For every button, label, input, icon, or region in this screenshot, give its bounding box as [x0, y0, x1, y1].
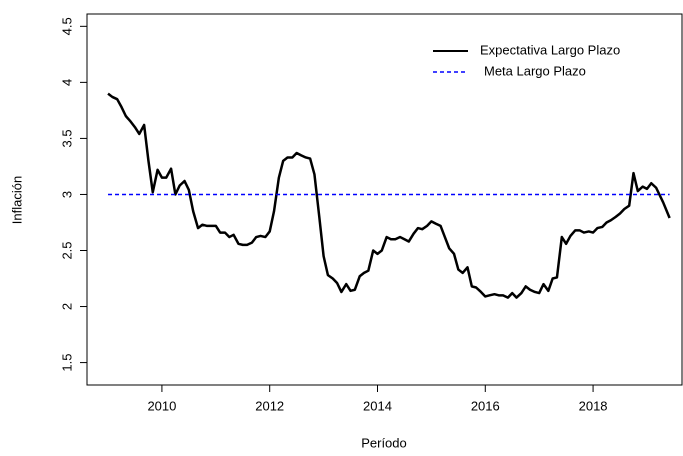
y-tick-label: 3 — [59, 191, 74, 198]
y-tick-label: 4 — [59, 79, 74, 86]
y-tick-label: 2.5 — [59, 241, 74, 259]
y-tick-label: 2 — [59, 303, 74, 310]
y-axis-label: Inflación — [9, 176, 24, 224]
line-series — [107, 92, 671, 299]
y-tick-label: 3.5 — [59, 129, 74, 147]
x-tick-label: 2018 — [579, 398, 608, 413]
legend-label: Meta Largo Plazo — [484, 63, 586, 78]
plot-box — [86, 13, 683, 386]
y-tick-label: 4.5 — [59, 17, 74, 35]
y-tick-label: 1.5 — [59, 354, 74, 372]
x-tick-label: 2012 — [255, 398, 284, 413]
x-tick-label: 2014 — [363, 398, 392, 413]
x-tick-label: 2016 — [471, 398, 500, 413]
legend-label: Expectativa Largo Plazo — [480, 42, 620, 57]
x-tick-label: 2010 — [147, 398, 176, 413]
x-axis-label: Período — [361, 435, 407, 450]
